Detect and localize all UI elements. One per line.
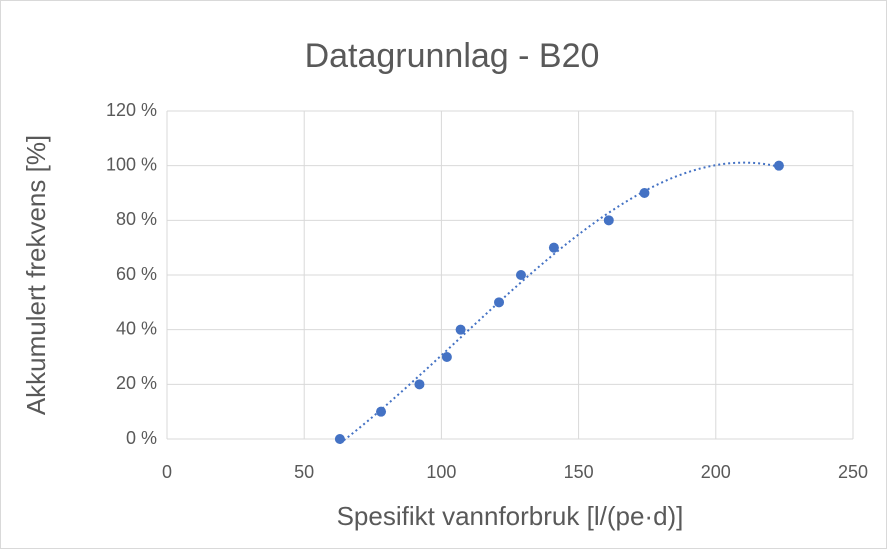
data-point [515,270,526,280]
x-tick-label: 200 [701,462,731,482]
data-point [334,434,345,444]
y-tick-label: 120 % [106,100,157,120]
trendline [339,161,780,445]
data-point [773,160,784,171]
x-tick-label: 150 [564,462,594,482]
data-point [414,379,425,390]
data-point [376,406,387,417]
y-tick-label: 40 % [116,318,157,338]
data-point [639,188,650,198]
y-tick-label: 80 % [116,209,157,229]
chart-title: Datagrunnlag - B20 [305,37,600,75]
x-tick-label: 250 [838,462,868,482]
data-point [441,352,452,362]
data-point [494,297,505,308]
data-point [603,215,614,226]
x-tick-label: 0 [162,462,172,482]
y-tick-label: 100 % [106,154,157,174]
data-point [548,242,559,253]
x-axis-label: Spesifikt vannforbruk [l/(pe·d)] [337,501,684,531]
x-tick-label: 50 [294,462,314,482]
y-tick-label: 20 % [116,373,157,393]
y-axis-label: Akkumulert frekvens [%] [21,135,51,415]
y-tick-label: 60 % [116,264,157,284]
data-point [455,324,466,335]
y-tick-label: 0 % [126,428,157,448]
x-tick-label: 100 [426,462,456,482]
